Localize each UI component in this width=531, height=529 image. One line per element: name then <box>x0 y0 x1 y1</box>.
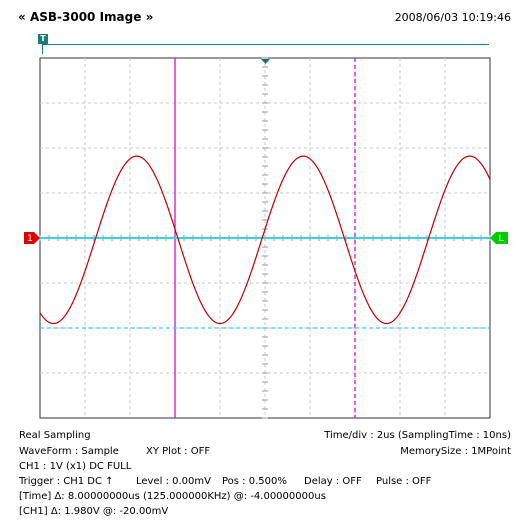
cursors <box>40 58 490 418</box>
sampling-mode: Real Sampling <box>19 430 91 441</box>
memory-size: MemorySize : 1MPoint <box>400 446 511 457</box>
timestamp: 2008/06/03 10:19:46 <box>394 11 511 24</box>
xy-plot: XY Plot : OFF <box>146 446 211 457</box>
title-text: ASB-3000 Image <box>29 10 142 24</box>
trigger-level-marker[interactable]: L <box>490 232 508 244</box>
trigger-position-line <box>42 44 489 45</box>
ch1-settings: CH1 : 1V (x1) DC FULL <box>19 461 132 472</box>
trigger-level: Level : 0.00mV <box>136 476 211 487</box>
ch1-marker[interactable]: 1 <box>24 232 40 244</box>
ch1-waveform <box>39 155 491 325</box>
chevron-right-icon[interactable]: » <box>145 10 154 24</box>
trigger-position-marker[interactable]: T <box>38 34 48 44</box>
ch1-marker-shape <box>24 232 40 244</box>
scope-display[interactable]: 1 L <box>0 0 531 430</box>
trigger-level-marker-label: L <box>498 234 503 244</box>
trigger-pos: Pos : 0.500% <box>222 476 287 487</box>
ch1-marker-label: 1 <box>27 234 33 244</box>
time-cursor-readout: [Time] Δ: 8.00000000us (125.000000KHz) @… <box>19 491 326 502</box>
trigger-delay: Delay : OFF <box>304 476 362 487</box>
waveform-mode: WaveForm : Sample <box>19 446 119 457</box>
chevron-left-icon[interactable]: « <box>18 10 26 24</box>
ch1-cursor-readout: [CH1] Δ: 1.980V @: -20.00mV <box>19 506 169 517</box>
trigger-pulse: Pulse : OFF <box>376 476 432 487</box>
trigger-marker-stem <box>42 44 43 54</box>
time-div: Time/div : 2us (SamplingTime : 10ns) <box>324 430 511 441</box>
trigger-time-icon <box>261 59 270 64</box>
trigger-source: Trigger : CH1 DC ↑ <box>19 476 114 487</box>
trigger-level-marker-shape <box>490 232 508 244</box>
app-title: « ASB-3000 Image » <box>18 10 153 24</box>
